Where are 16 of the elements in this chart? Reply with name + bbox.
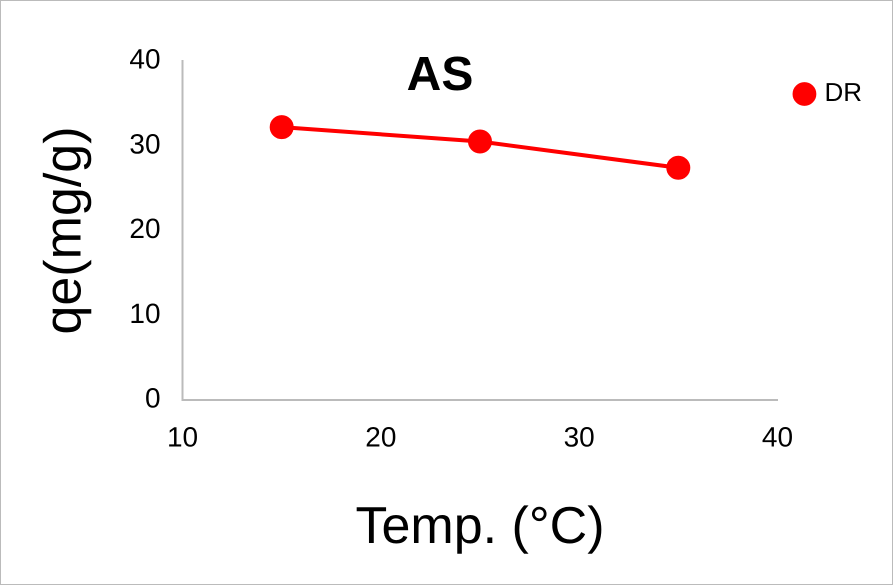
y-axis-title: qe(mg/g) <box>34 126 93 335</box>
x-tick-label: 40 <box>762 422 794 453</box>
chart-title: AS <box>406 48 474 102</box>
x-tick-label: 30 <box>564 422 595 453</box>
point <box>468 130 492 154</box>
y-tick-label: 40 <box>129 44 161 75</box>
y-tick-label: 20 <box>129 213 161 244</box>
y-tick-label: 0 <box>144 382 161 414</box>
y-tick-label: 30 <box>129 128 161 160</box>
point <box>270 115 294 140</box>
legend-label: DR <box>824 77 862 108</box>
x-tick-label: 20 <box>365 422 396 453</box>
x-tick-label: 10 <box>166 422 198 453</box>
y-tick-label: 10 <box>129 298 161 329</box>
point <box>666 156 690 180</box>
x-axis-title: Temp. (°C) <box>355 497 605 556</box>
